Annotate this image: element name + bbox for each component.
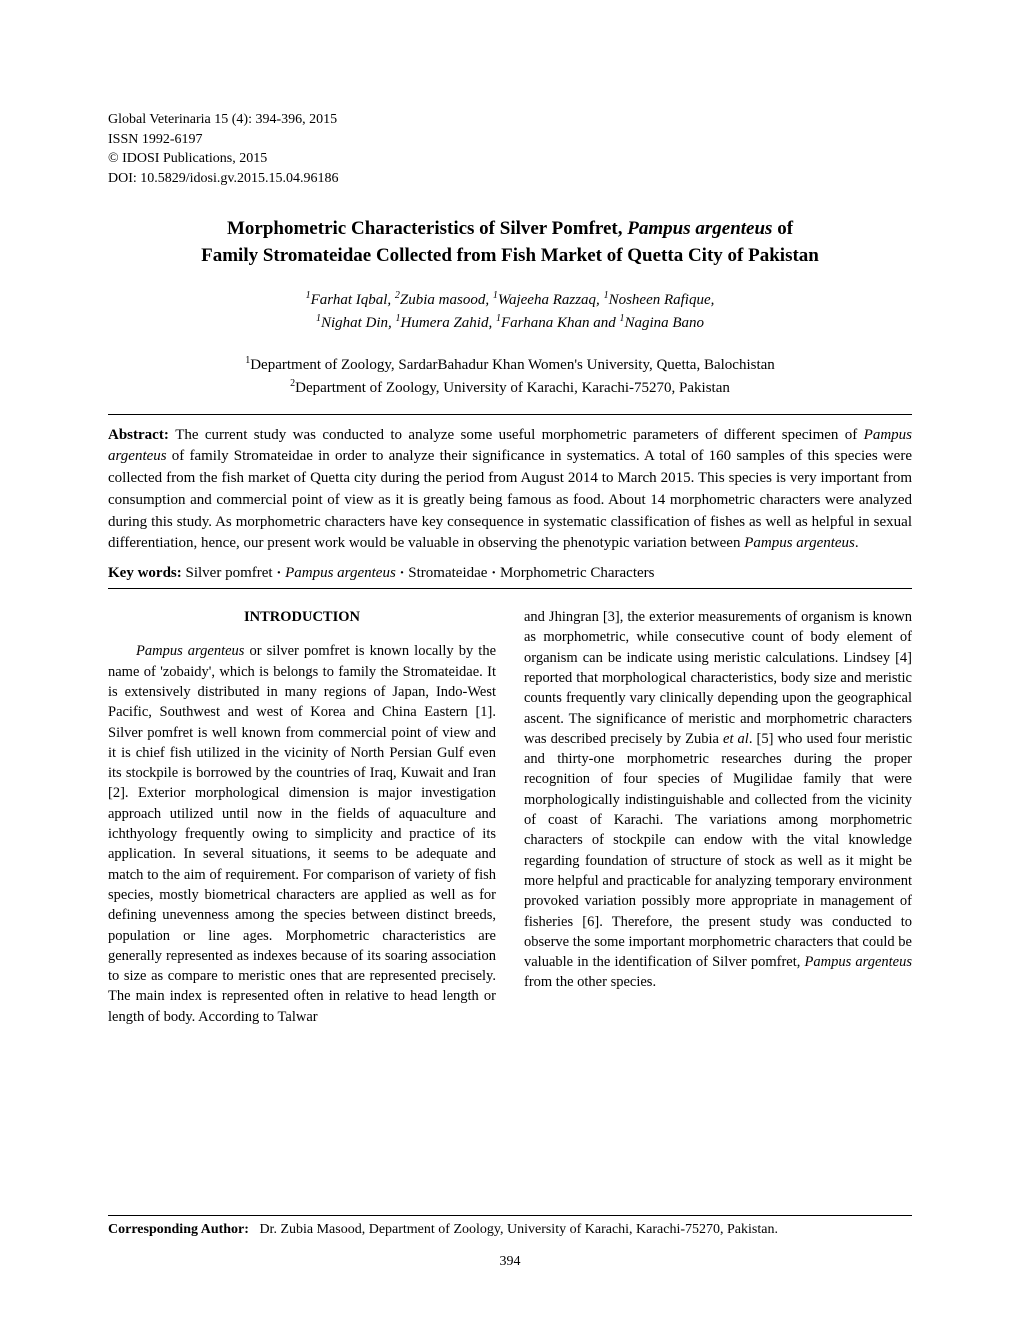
body-columns: INTRODUCTION Pampus argenteus or silver … bbox=[108, 607, 912, 1027]
author-name: Humera Zahid, bbox=[401, 315, 496, 331]
keyword: Stromateidae bbox=[408, 565, 487, 581]
left-column: INTRODUCTION Pampus argenteus or silver … bbox=[108, 607, 496, 1027]
author-name: Nighat Din, bbox=[321, 315, 396, 331]
corresponding-text: Dr. Zubia Masood, Department of Zoology,… bbox=[259, 1222, 778, 1237]
corresponding-label: Corresponding Author: bbox=[108, 1222, 249, 1237]
body-text: by the name of 'zobaidy', which is belon… bbox=[108, 643, 496, 1024]
divider bbox=[108, 414, 912, 415]
abstract-block: Abstract: The current study was conducte… bbox=[108, 425, 912, 556]
body-text: or silver pomfret is known locally bbox=[244, 643, 453, 659]
affiliation-text: Department of Zoology, SardarBahadur Kha… bbox=[250, 357, 775, 373]
title-text-1: Morphometric Characteristics of Silver P… bbox=[227, 218, 627, 239]
page-number: 394 bbox=[108, 1254, 912, 1270]
author-name: Farhana Khan and bbox=[501, 315, 619, 331]
journal-issn: ISSN 1992-6197 bbox=[108, 130, 912, 150]
species-name: Pampus argenteus bbox=[805, 954, 913, 970]
species-name: Pampus argenteus bbox=[136, 643, 244, 659]
divider bbox=[108, 588, 912, 589]
right-column: and Jhingran [3], the exterior measureme… bbox=[524, 607, 912, 1027]
affiliation-text: Department of Zoology, University of Kar… bbox=[295, 380, 730, 396]
abstract-text: The current study was conducted to analy… bbox=[175, 427, 863, 443]
separator-icon: · bbox=[276, 565, 281, 581]
abstract-label: Abstract: bbox=[108, 427, 175, 443]
journal-doi: DOI: 10.5829/idosi.gv.2015.15.04.96186 bbox=[108, 169, 912, 189]
keywords-block: Key words: Silver pomfret · Pampus argen… bbox=[108, 565, 912, 582]
separator-icon: · bbox=[491, 565, 496, 581]
abstract-species: Pampus argenteus bbox=[744, 535, 855, 551]
affiliations-block: 1Department of Zoology, SardarBahadur Kh… bbox=[108, 353, 912, 400]
title-text-2: of bbox=[772, 218, 793, 239]
body-paragraph: Pampus argenteus or silver pomfret is kn… bbox=[108, 641, 496, 1027]
abstract-text: . bbox=[855, 535, 859, 551]
divider bbox=[108, 1215, 912, 1216]
journal-copyright: © IDOSI Publications, 2015 bbox=[108, 149, 912, 169]
keyword: Silver pomfret bbox=[186, 565, 273, 581]
paper-title: Morphometric Characteristics of Silver P… bbox=[108, 216, 912, 269]
journal-line: Global Veterinaria 15 (4): 394-396, 2015 bbox=[108, 110, 912, 130]
author-name: Wajeeha Razzaq, bbox=[498, 292, 604, 308]
journal-header: Global Veterinaria 15 (4): 394-396, 2015… bbox=[108, 110, 912, 188]
title-species: Pampus argenteus bbox=[627, 218, 772, 239]
keyword: Morphometric Characters bbox=[500, 565, 655, 581]
author-name: Nosheen Rafique, bbox=[609, 292, 715, 308]
corresponding-author: Corresponding Author: Dr. Zubia Masood, … bbox=[108, 1222, 912, 1238]
author-name: Nagina Bano bbox=[624, 315, 704, 331]
body-text: from the other species. bbox=[524, 974, 656, 990]
body-text: . [5] who used four meristic and thirty-… bbox=[524, 731, 912, 970]
title-line2: Family Stromateidae Collected from Fish … bbox=[201, 245, 819, 266]
body-paragraph: and Jhingran [3], the exterior measureme… bbox=[524, 607, 912, 993]
introduction-heading: INTRODUCTION bbox=[108, 607, 496, 627]
page-footer: Corresponding Author: Dr. Zubia Masood, … bbox=[108, 1209, 912, 1270]
separator-icon: · bbox=[400, 565, 405, 581]
author-name: Farhat Iqbal, bbox=[311, 292, 395, 308]
authors-block: 1Farhat Iqbal, 2Zubia masood, 1Wajeeha R… bbox=[108, 288, 912, 335]
etal: et al bbox=[723, 731, 749, 747]
keywords-label: Key words: bbox=[108, 565, 186, 581]
body-text: and Jhingran [3], the exterior measureme… bbox=[524, 609, 912, 747]
author-name: Zubia masood, bbox=[400, 292, 493, 308]
keyword: Pampus argenteus bbox=[285, 565, 396, 581]
